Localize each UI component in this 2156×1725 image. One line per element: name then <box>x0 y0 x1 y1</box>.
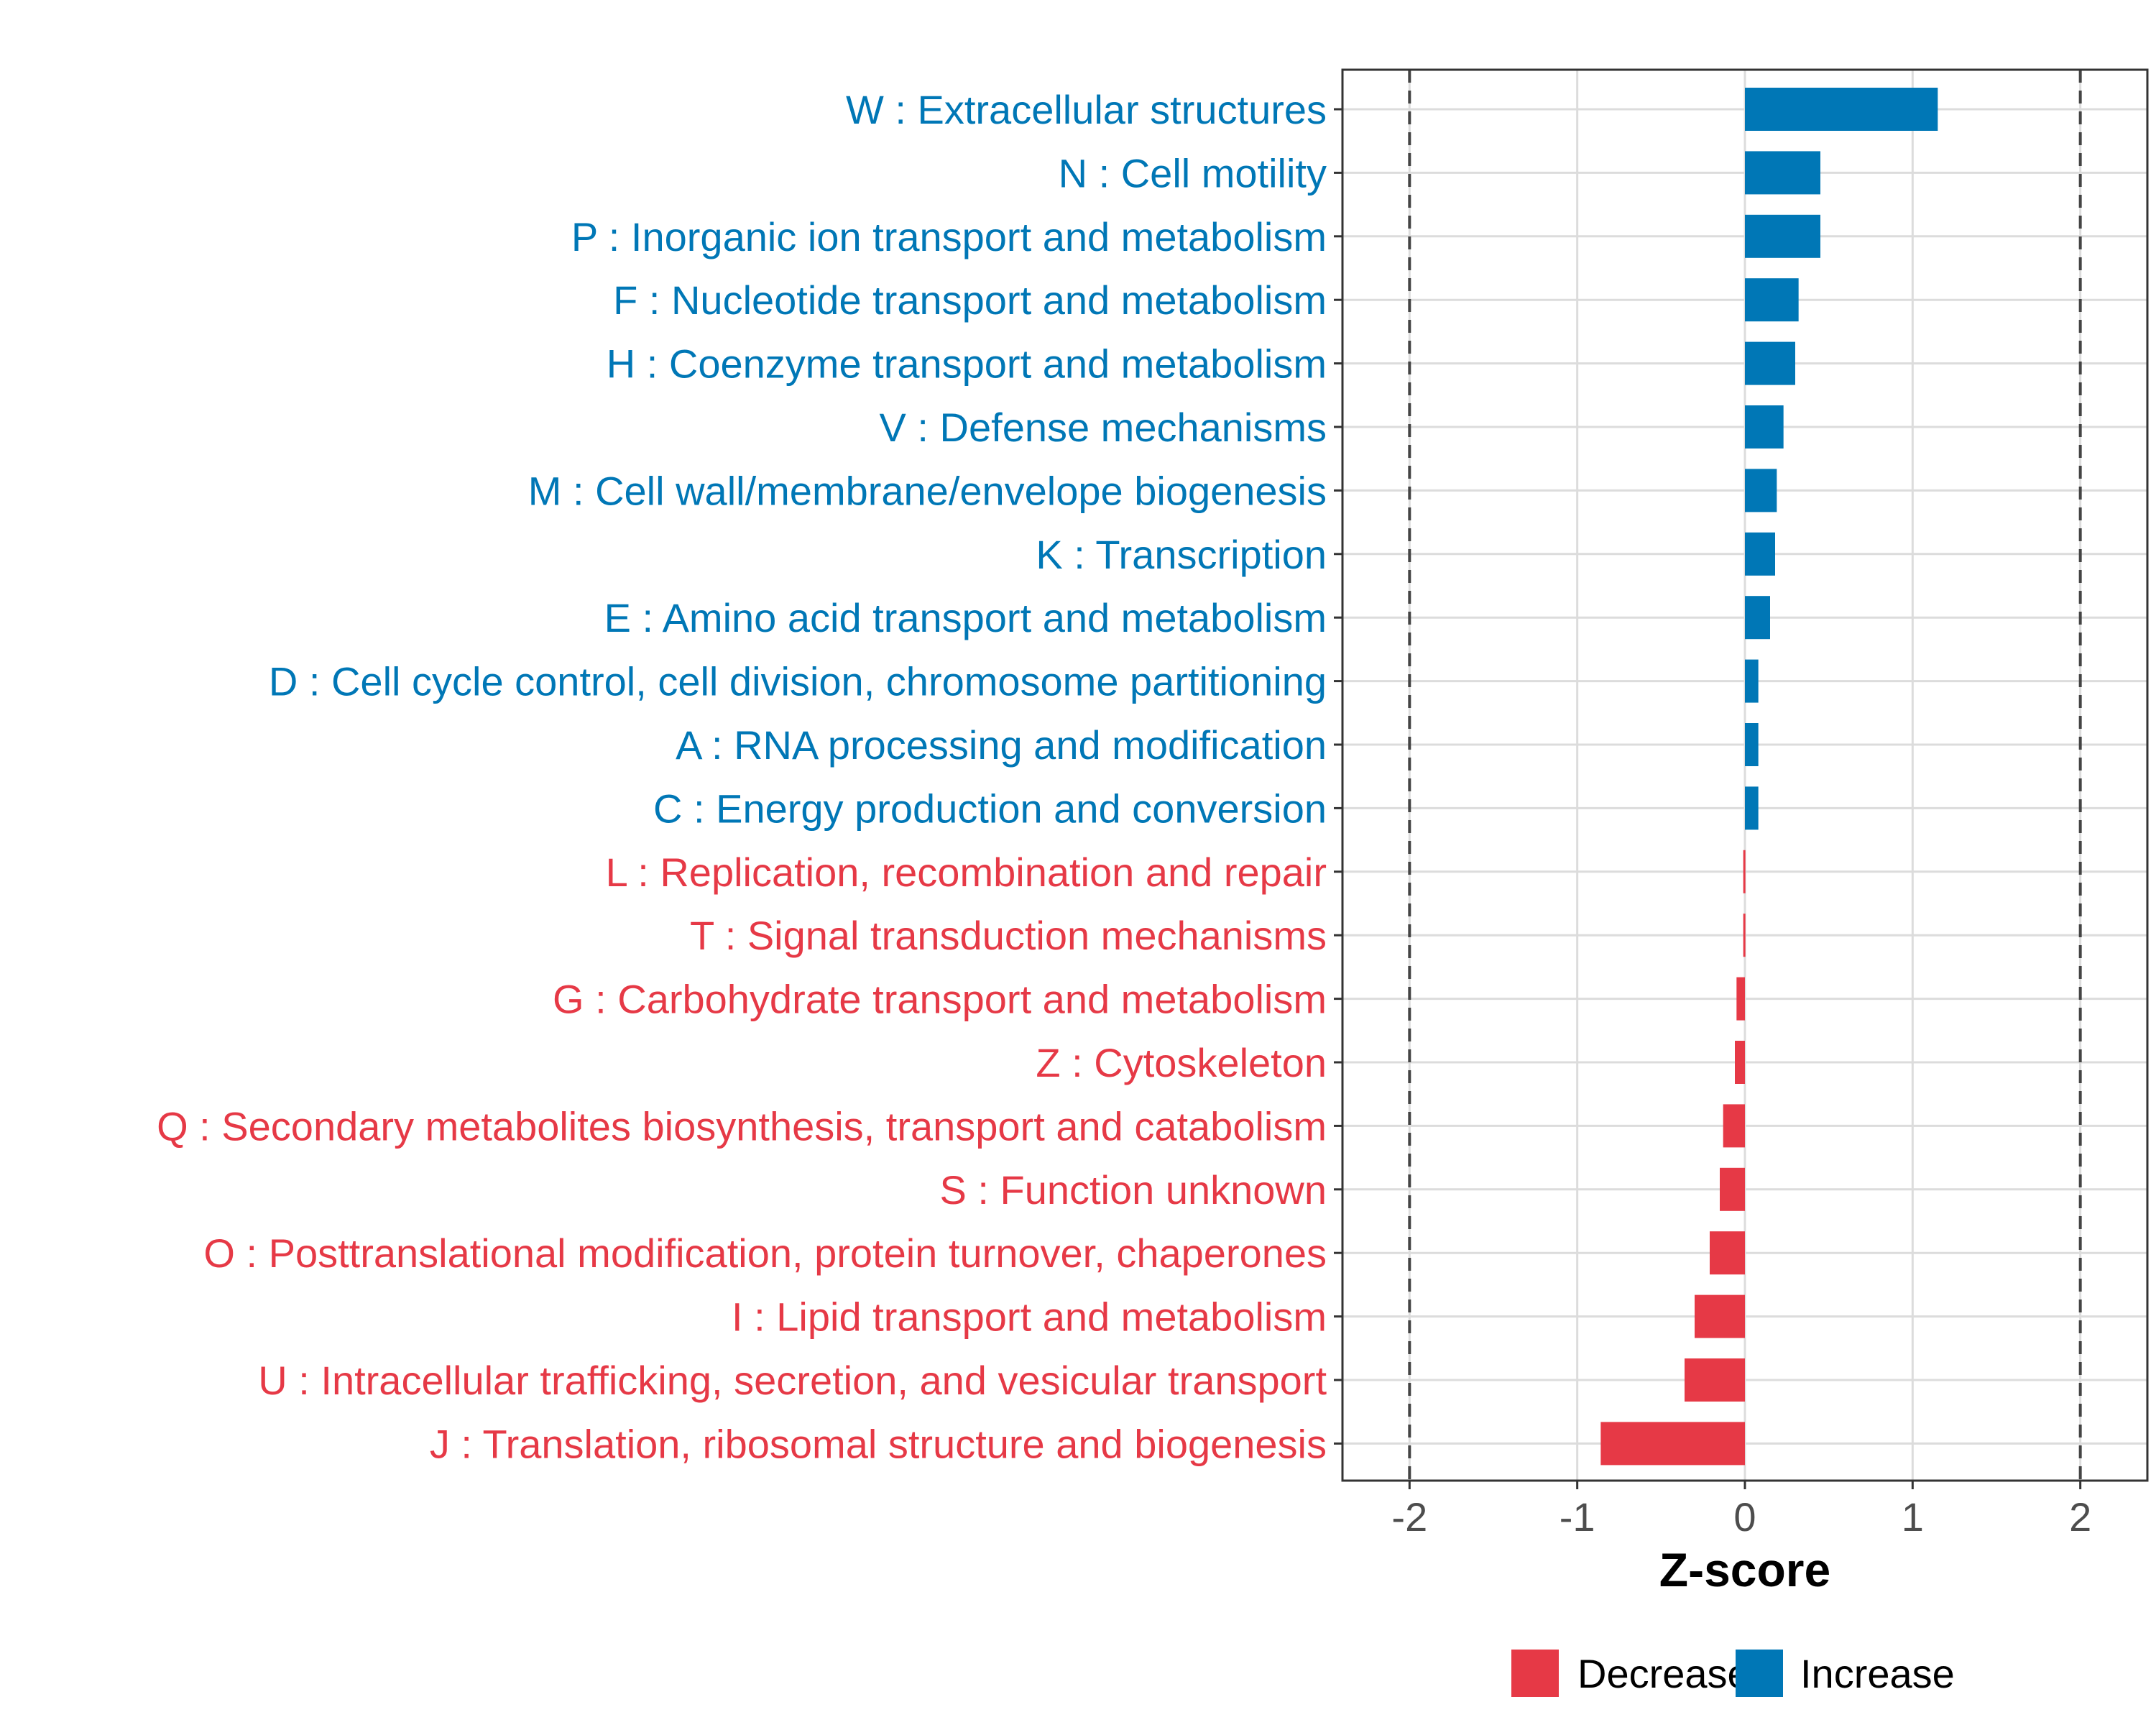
bar <box>1745 532 1775 576</box>
bar <box>1745 278 1799 322</box>
x-tick-label: 2 <box>2069 1494 2091 1540</box>
category-label: P : Inorganic ion transport and metaboli… <box>571 214 1327 259</box>
bar <box>1685 1358 1745 1402</box>
x-axis-ticks: -2 -1 0 1 2 <box>1391 1481 2091 1540</box>
bar <box>1736 977 1745 1021</box>
category-label: Q : Secondary metabolites biosynthesis, … <box>157 1103 1327 1149</box>
y-axis-ticks: W : Extracellular structures N : Cell mot… <box>157 87 1342 1466</box>
bar <box>1743 914 1746 957</box>
category-label: F : Nucleotide transport and metabolism <box>613 277 1327 323</box>
category-label: N : Cell motility <box>1059 150 1327 196</box>
reference-lines <box>1408 70 2082 1481</box>
category-label: H : Coenzyme transport and metabolism <box>607 341 1327 387</box>
category-label: Z : Cytoskeleton <box>1036 1040 1327 1085</box>
bar <box>1745 659 1759 703</box>
category-label: A : RNA processing and modification <box>676 722 1327 768</box>
category-label: M : Cell wall/membrane/envelope biogenes… <box>528 468 1327 513</box>
bar <box>1600 1422 1745 1466</box>
category-label: O : Posttranslational modification, prot… <box>203 1230 1327 1276</box>
category-label: E : Amino acid transport and metabolism <box>604 595 1327 640</box>
x-tick-label: -2 <box>1391 1494 1427 1540</box>
legend-label-decrease: Decrease <box>1577 1651 1750 1696</box>
category-label: V : Defense mechanisms <box>880 405 1327 450</box>
category-label: S : Function unknown <box>939 1167 1327 1213</box>
category-label: U : Intracellular trafficking, secretion… <box>258 1358 1327 1403</box>
bar <box>1743 850 1746 893</box>
category-label: G : Carbohydrate transport and metabolis… <box>553 977 1327 1022</box>
category-label: D : Cell cycle control, cell division, c… <box>269 659 1327 704</box>
category-label: C : Energy production and conversion <box>653 786 1327 831</box>
bar <box>1745 469 1777 512</box>
bar <box>1745 88 1938 131</box>
bar <box>1745 786 1759 830</box>
category-label: I : Lipid transport and metabolism <box>732 1294 1327 1340</box>
x-tick-label: -1 <box>1560 1494 1595 1540</box>
category-label: J : Translation, ribosomal structure and… <box>430 1421 1327 1466</box>
bar <box>1745 723 1759 766</box>
category-label: W : Extracellular structures <box>846 87 1327 132</box>
bar <box>1745 405 1784 448</box>
bars <box>1600 88 1938 1466</box>
category-label: T : Signal transduction mechanisms <box>690 913 1327 958</box>
bar <box>1723 1104 1745 1148</box>
legend-swatch-decrease <box>1511 1650 1559 1697</box>
bar <box>1695 1294 1745 1338</box>
bar <box>1745 341 1795 385</box>
bar <box>1745 151 1820 195</box>
category-label: L : Replication, recombination and repai… <box>606 850 1327 895</box>
legend: Decrease Increase <box>1511 1650 1955 1697</box>
bar <box>1745 596 1770 640</box>
x-tick-label: 1 <box>1902 1494 1924 1540</box>
x-tick-label: 0 <box>1733 1494 1756 1540</box>
category-label: K : Transcription <box>1036 532 1327 577</box>
bar <box>1745 214 1820 258</box>
legend-label-increase: Increase <box>1800 1651 1955 1696</box>
x-axis-title: Z-score <box>1659 1543 1830 1596</box>
legend-swatch-increase <box>1736 1650 1783 1697</box>
bar <box>1735 1041 1745 1084</box>
bar <box>1710 1231 1745 1275</box>
bar <box>1720 1167 1745 1211</box>
